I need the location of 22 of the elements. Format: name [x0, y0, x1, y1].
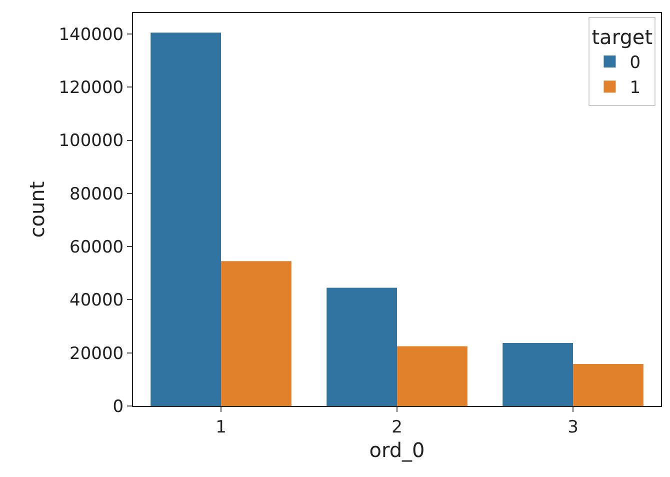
y-tick-label: 120000 [58, 78, 124, 98]
y-axis-title: count [25, 181, 50, 238]
bar [326, 288, 397, 406]
bar [397, 346, 468, 406]
y-tick-label: 40000 [70, 290, 124, 311]
x-tick-label: 2 [392, 417, 402, 438]
bar [573, 364, 644, 406]
y-tick-label: 80000 [70, 184, 124, 204]
legend-label: 1 [630, 78, 641, 98]
y-tick-label: 100000 [58, 131, 124, 152]
y-tick-label: 60000 [70, 238, 124, 258]
x-tick-label: 1 [216, 417, 226, 438]
legend-title: target [592, 24, 653, 49]
x-axis-title: ord_0 [369, 438, 425, 462]
y-tick-label: 20000 [70, 344, 124, 364]
bar [221, 261, 292, 406]
bar [502, 343, 573, 406]
legend-label: 0 [630, 53, 641, 74]
y-tick-label: 0 [112, 396, 124, 417]
y-tick-label: 140000 [58, 24, 124, 45]
bar [150, 32, 221, 406]
x-tick-label: 3 [568, 417, 578, 438]
